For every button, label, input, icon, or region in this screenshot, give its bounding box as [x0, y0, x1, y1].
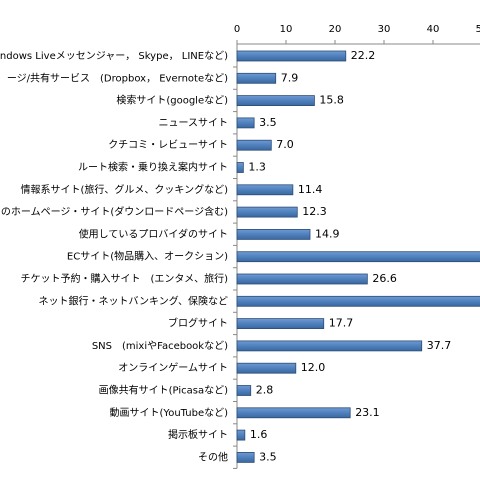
- data-label: 26.6: [372, 272, 397, 285]
- bar: [236, 340, 423, 352]
- data-label: 17.7: [329, 317, 354, 330]
- bar: [236, 228, 311, 240]
- data-label: 22.2: [351, 49, 376, 62]
- bar: [236, 273, 368, 285]
- y-tick-label: 掲示板サイト: [168, 428, 228, 441]
- bar: [236, 95, 315, 106]
- data-label: 15.8: [319, 94, 344, 107]
- data-label: 11.4: [298, 183, 323, 196]
- data-label: 2.8: [256, 384, 274, 397]
- y-tick-label: チケット予約・購入サイト (エンタメ、旅行): [20, 272, 228, 285]
- y-tick-label: SNS (mixiやFacebookなど): [92, 340, 228, 352]
- bar: [236, 206, 298, 218]
- y-tick-label: その他: [198, 450, 228, 463]
- x-tick-label: 30: [378, 24, 391, 35]
- y-tick-label: Windows Liveメッセンジャー， Skype， LINEなど): [0, 50, 228, 62]
- data-label: 7.0: [276, 138, 294, 151]
- y-tick-label: 使用しているプロバイダのサイト: [79, 227, 228, 240]
- bar: [236, 50, 347, 62]
- y-tick-label: オンラインゲームサイト: [118, 362, 228, 374]
- x-tick-label: 40: [427, 24, 440, 35]
- bar: [236, 429, 246, 441]
- bar: [236, 117, 255, 129]
- bar: [236, 251, 480, 263]
- bar: [236, 451, 255, 463]
- bar: [236, 295, 480, 307]
- y-tick-label: クチコミ・レビューサイト: [108, 139, 228, 151]
- bar: [236, 318, 325, 330]
- bar: [236, 72, 277, 84]
- data-label: 12.3: [302, 205, 327, 218]
- y-tick-label: 画像共有サイト(Picasaなど): [99, 384, 228, 397]
- y-tick-label: のホームページ・サイト(ダウンロードページ含む): [1, 205, 228, 218]
- data-label: 3.5: [259, 450, 277, 463]
- bar: [236, 385, 252, 396]
- x-tick-label: 50: [476, 24, 480, 35]
- data-label: 12.0: [301, 361, 326, 374]
- y-tick-label: ージ/共有サービス (Dropbox， Evernoteなど): [7, 71, 228, 84]
- y-tick-label: 動画サイト(YouTubeなど): [110, 406, 229, 419]
- bar: [236, 139, 272, 151]
- data-label: 23.1: [355, 406, 380, 419]
- y-tick-label: ニュースサイト: [159, 117, 229, 129]
- data-label: 3.5: [259, 116, 277, 129]
- data-label: 14.9: [315, 227, 340, 240]
- x-tick-label: 20: [329, 24, 342, 35]
- data-label: 1.6: [250, 428, 268, 441]
- y-tick-label: 情報系サイト(旅行、グルメ、クッキングなど): [20, 183, 228, 196]
- x-tick-label: 10: [280, 24, 293, 35]
- bar: [236, 407, 351, 419]
- data-label: 7.9: [281, 71, 299, 84]
- x-tick-label: 0: [234, 24, 240, 35]
- y-tick-label: ルート検索・乗り換え案内サイト: [78, 161, 228, 174]
- data-label: 1.3: [248, 161, 266, 174]
- bar: [236, 162, 244, 173]
- y-tick-label: ECサイト(物品購入、オークション): [67, 250, 228, 263]
- y-tick-label: 検索サイト(googleなど): [116, 94, 228, 107]
- data-label: 37.7: [427, 339, 452, 352]
- y-tick-label: ブログサイト: [168, 317, 228, 330]
- bar: [236, 184, 294, 196]
- bar: [236, 362, 297, 374]
- y-tick-label: ネット銀行・ネットバンキング、保険など: [39, 294, 229, 307]
